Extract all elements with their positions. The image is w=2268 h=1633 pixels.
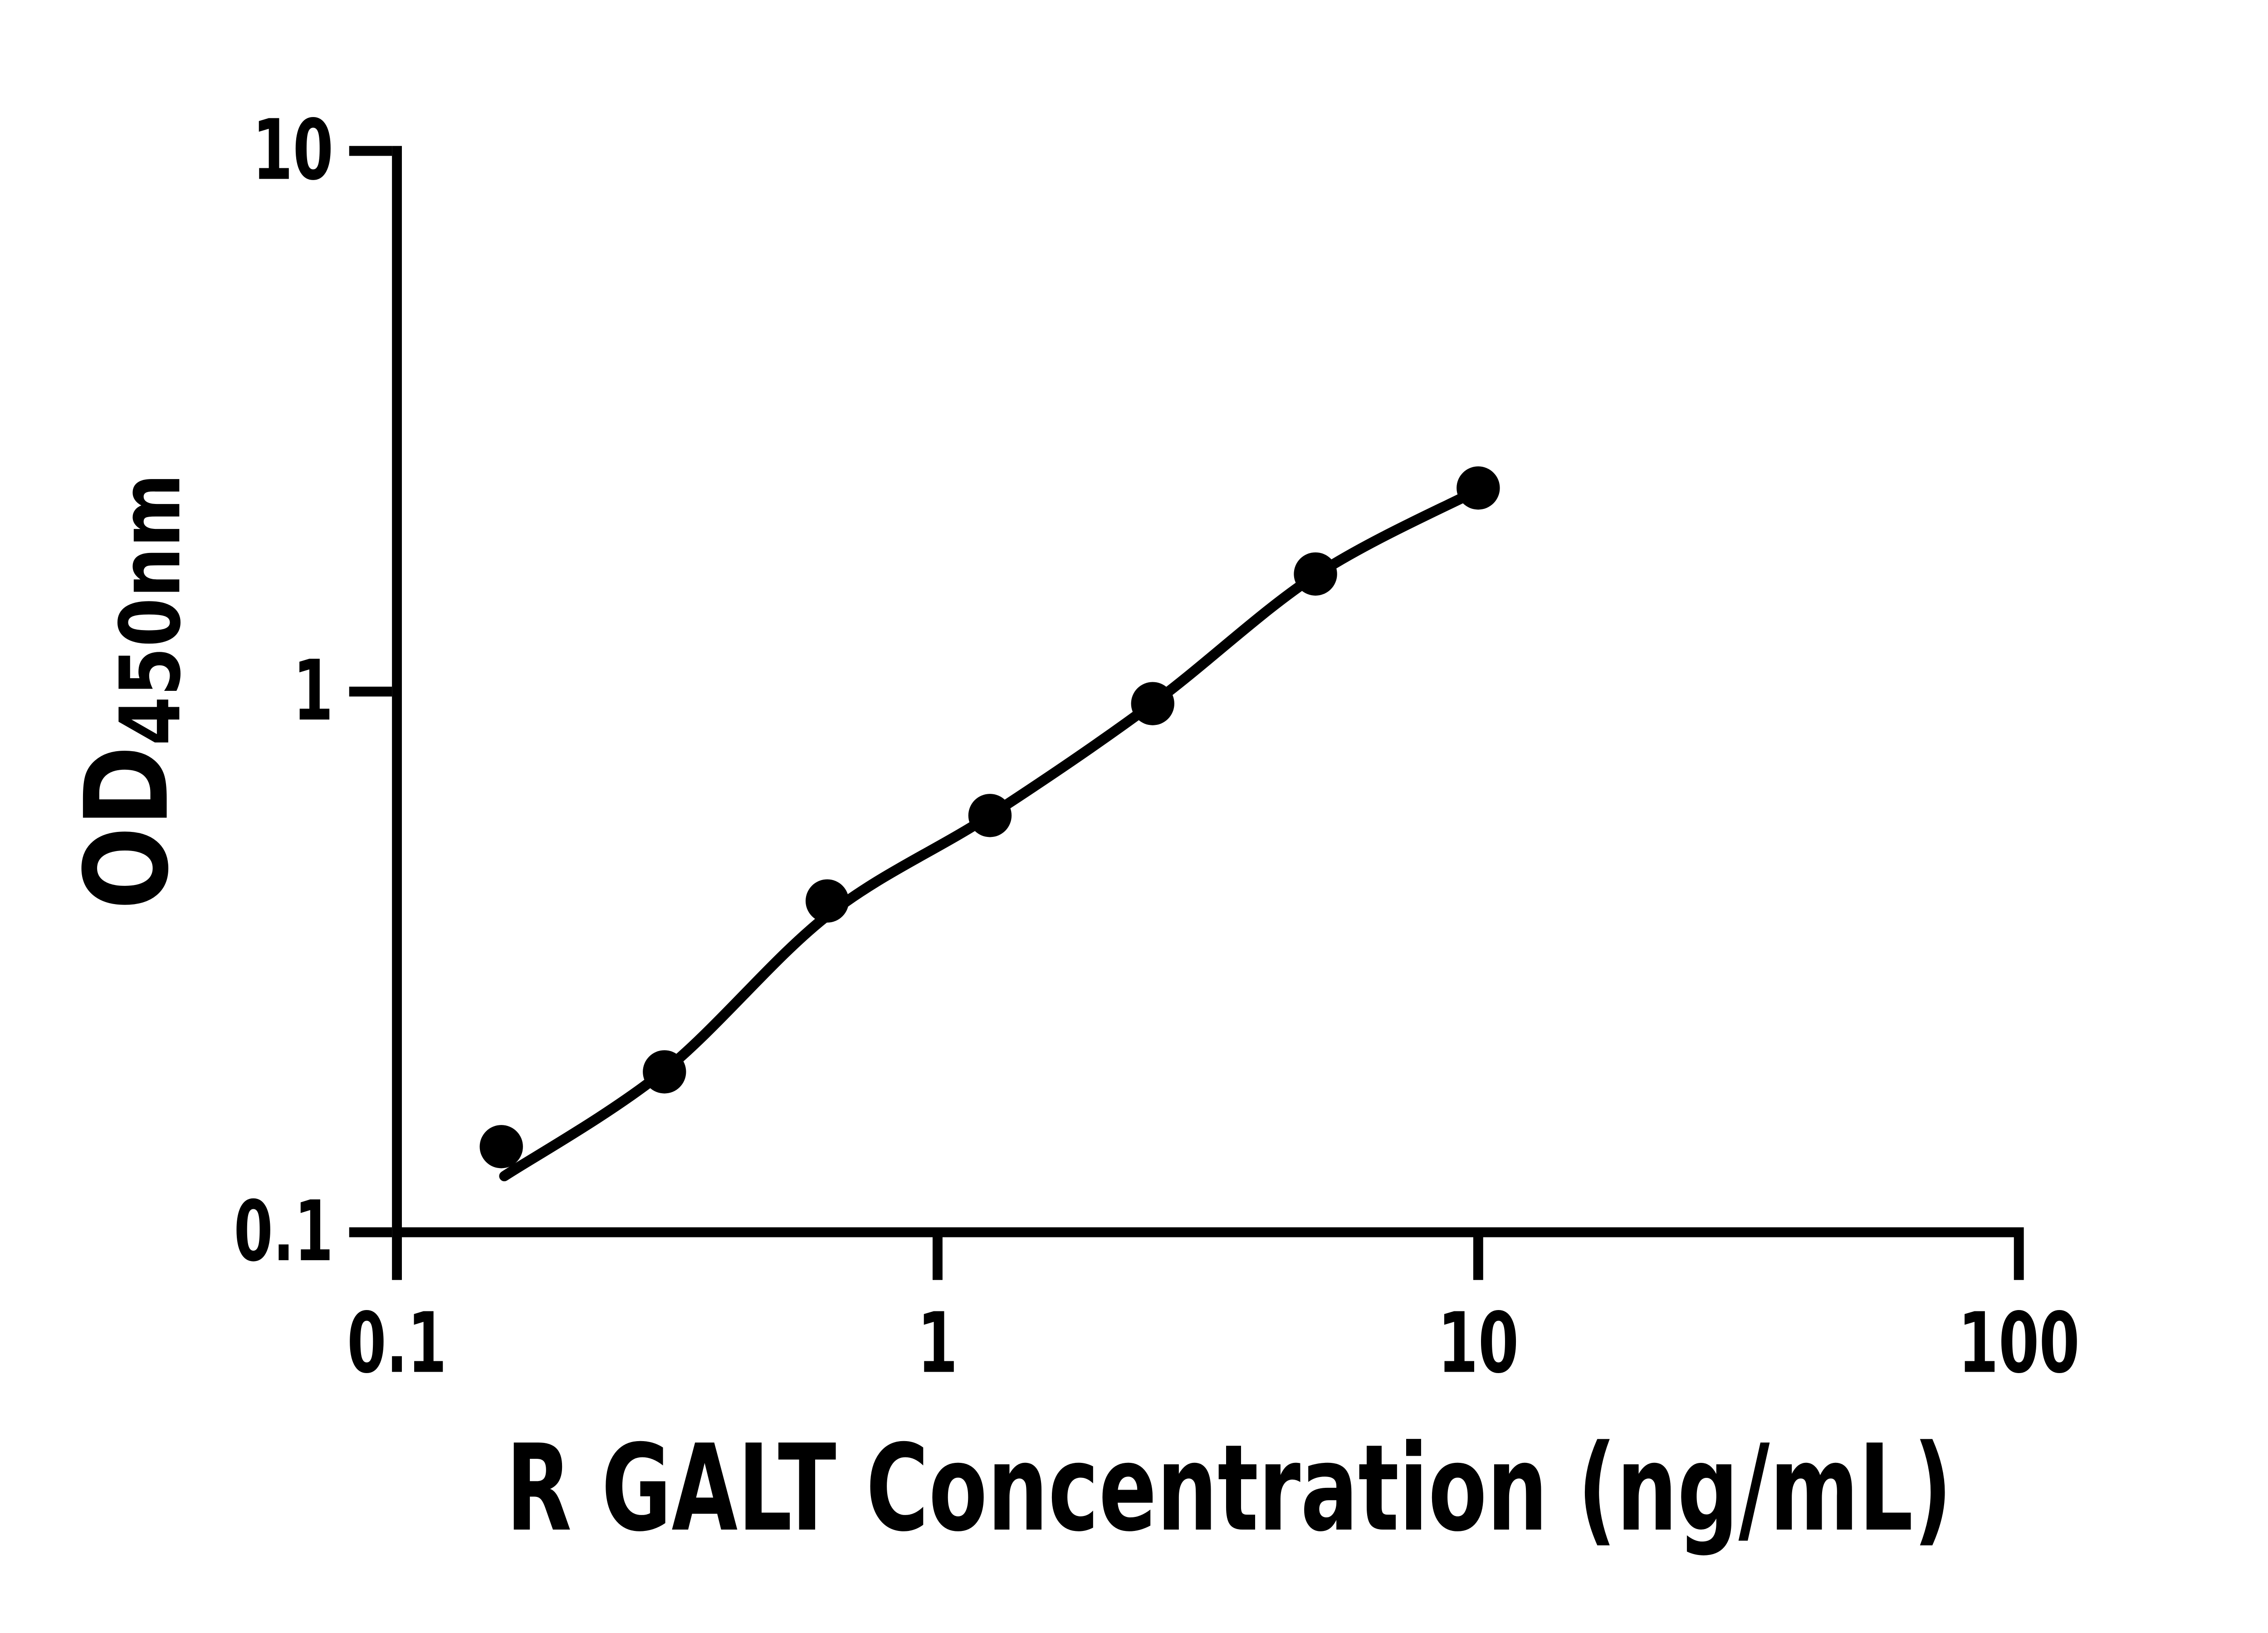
x-axis-tick-label: 10 xyxy=(1437,1295,1519,1392)
data-point-marker xyxy=(1294,552,1337,596)
x-axis-tick-label: 1 xyxy=(917,1295,958,1392)
data-point-marker xyxy=(1457,466,1500,510)
data-point-marker xyxy=(479,1125,523,1169)
y-axis-title-base: OD xyxy=(61,746,194,910)
y-axis-tick-label: 10 xyxy=(252,102,333,199)
y-axis-tick-label: 0.1 xyxy=(234,1183,334,1280)
x-axis-title: R GALT Concentration (ng/mL) xyxy=(506,1419,1952,1558)
y-axis-tick-label: 1 xyxy=(293,642,333,739)
data-point-marker xyxy=(968,794,1012,837)
x-axis-tick-label: 0.1 xyxy=(347,1295,447,1392)
y-axis-title-subscript: 450nm xyxy=(103,474,199,746)
axis-tick-marks xyxy=(349,146,2024,1280)
x-axis-tick-label: 100 xyxy=(1958,1295,2080,1392)
data-point-marker xyxy=(1131,682,1174,725)
axis-lines xyxy=(392,146,2024,1237)
y-axis-title: OD450nm xyxy=(61,474,200,910)
data-point-marker xyxy=(806,879,849,923)
data-point-marker xyxy=(643,1050,686,1094)
